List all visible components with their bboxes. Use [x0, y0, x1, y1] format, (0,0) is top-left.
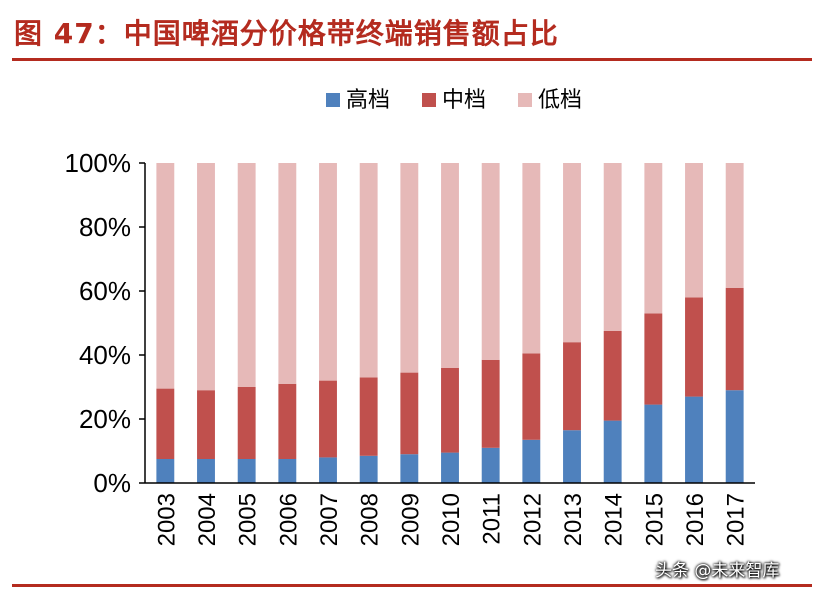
bar-segment-high-2004: [197, 459, 215, 483]
bar-segment-low-2004: [197, 163, 215, 391]
x-tick-label: 2003: [153, 493, 180, 546]
bar-segment-high-2014: [603, 420, 622, 483]
x-tick-label: 2012: [519, 493, 546, 546]
bar-segment-high-2011: [481, 447, 500, 483]
x-tick-label: 2017: [723, 493, 750, 546]
legend-item-low: 低档: [518, 87, 582, 112]
bar-stack-2008: [359, 163, 378, 483]
bar-segment-low-2017: [725, 163, 744, 288]
bar-segment-low-2015: [644, 163, 663, 314]
bar-segment-high-2010: [441, 452, 459, 483]
y-tick-label: 20%: [79, 404, 131, 434]
bar-segment-low-2005: [237, 163, 256, 387]
bar-stack-2009: [400, 163, 419, 483]
x-tick-label: 2013: [560, 493, 587, 546]
bar-segment-mid-2005: [237, 387, 256, 459]
legend-swatch: [326, 93, 340, 107]
bar-segment-mid-2012: [522, 353, 541, 440]
bar-stack-2005: [237, 163, 256, 483]
bar-segment-low-2006: [278, 163, 297, 384]
bar-segment-low-2016: [685, 163, 703, 298]
bar-segment-low-2009: [400, 163, 419, 373]
legend-item-high: 高档: [326, 87, 390, 112]
bar-segment-high-2017: [725, 390, 744, 483]
bar-stack-2014: [603, 163, 622, 483]
bar-segment-mid-2011: [481, 359, 500, 448]
x-tick-label: 2010: [438, 493, 465, 546]
legend-label: 中档: [442, 87, 486, 112]
legend-label: 高档: [346, 87, 390, 112]
bar-segment-high-2008: [359, 455, 378, 483]
bar-segment-high-2013: [563, 430, 581, 483]
x-tick-label: 2014: [601, 493, 628, 546]
bottom-divider: [12, 584, 812, 587]
bar-segment-mid-2015: [644, 313, 663, 405]
x-tick-label: 2006: [275, 493, 302, 546]
bar-segment-high-2006: [278, 459, 297, 483]
bar-segment-high-2005: [237, 459, 256, 483]
x-tick-label: 2015: [641, 493, 668, 546]
x-tick-label: 2009: [397, 493, 424, 546]
y-tick-label: 100%: [65, 148, 132, 178]
bar-stack-2007: [319, 163, 337, 483]
bar-segment-low-2008: [359, 163, 378, 378]
bar-stack-2010: [441, 163, 459, 483]
bar-segment-mid-2004: [197, 390, 215, 459]
bar-segment-high-2009: [400, 454, 419, 483]
bar-stacks: [156, 163, 744, 483]
x-tick-label: 2016: [682, 493, 709, 546]
bar-segment-mid-2003: [156, 388, 175, 459]
bar-segment-high-2007: [319, 457, 337, 483]
legend-label: 低档: [538, 87, 582, 112]
legend-swatch: [518, 93, 532, 107]
bar-segment-low-2011: [481, 163, 500, 360]
y-tick-label: 60%: [79, 276, 131, 306]
legend-item-mid: 中档: [422, 87, 486, 112]
bar-stack-2004: [197, 163, 215, 483]
bar-segment-high-2003: [156, 459, 175, 483]
bar-segment-mid-2009: [400, 372, 419, 455]
top-divider: [12, 58, 812, 61]
bar-stack-2017: [725, 163, 744, 483]
x-tick-label: 2008: [357, 493, 384, 546]
x-tick-label: 2011: [479, 493, 506, 545]
bar-stack-2013: [563, 163, 581, 483]
bar-stack-2016: [685, 163, 703, 483]
bar-stack-2012: [522, 163, 541, 483]
y-tick-label: 0%: [93, 468, 131, 498]
bar-segment-high-2015: [644, 404, 663, 483]
figure-title: 图 47：中国啤酒分价格带终端销售额占比: [14, 17, 559, 50]
bar-stack-2006: [278, 163, 297, 483]
watermark-text: 头条 @未来智库: [655, 561, 780, 581]
bar-segment-low-2014: [603, 163, 622, 331]
x-axis: 2003 2004 2005 2006 2007 2008 2009 2010 2011 2012…: [145, 482, 755, 546]
bar-stack-2003: [156, 163, 175, 483]
bar-segment-high-2016: [685, 396, 703, 483]
x-tick-label: 2005: [235, 493, 262, 546]
bar-segment-mid-2006: [278, 383, 297, 459]
bar-segment-mid-2017: [725, 287, 744, 391]
bar-segment-low-2007: [319, 163, 337, 381]
x-tick-label: 2007: [316, 493, 343, 546]
bar-segment-low-2003: [156, 163, 175, 389]
bar-segment-mid-2013: [563, 342, 581, 431]
bar-segment-low-2012: [522, 163, 541, 354]
bar-segment-low-2013: [563, 163, 581, 343]
bar-stack-2015: [644, 163, 663, 483]
x-tick-label: 2004: [194, 493, 221, 546]
bar-segment-mid-2007: [319, 380, 337, 458]
bar-segment-mid-2016: [685, 297, 703, 397]
bar-segment-mid-2010: [441, 367, 459, 453]
y-tick-label: 40%: [79, 340, 131, 370]
y-axis: 0% 20% 40% 60% 80% 100%: [65, 148, 146, 498]
bar-segment-high-2012: [522, 439, 541, 483]
y-tick-label: 80%: [79, 212, 131, 242]
legend-swatch: [422, 93, 436, 107]
bar-segment-mid-2014: [603, 331, 622, 421]
bar-segment-mid-2008: [359, 377, 378, 456]
legend: 高档 中档 低档: [326, 87, 582, 112]
bar-segment-low-2010: [441, 163, 459, 368]
bar-stack-2011: [481, 163, 500, 483]
